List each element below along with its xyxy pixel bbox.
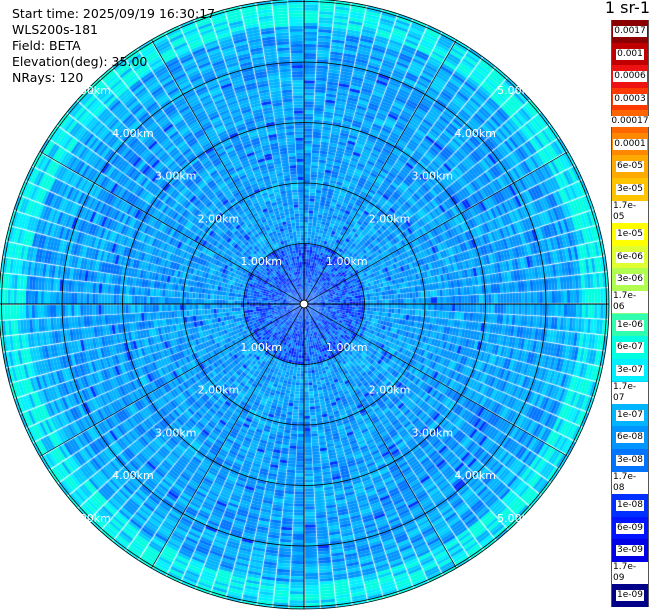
colorbar-tick-label: 1e-05	[616, 229, 644, 241]
colorbar-level-4: 0.00017	[610, 110, 650, 134]
colorbar-tick-label: 1e-06	[616, 319, 644, 331]
colorbar-level-1: 0.001	[611, 42, 649, 66]
colorbar-level-20: 1.7e-08	[611, 471, 649, 495]
colorbar-tick-label: 3e-06	[616, 274, 644, 286]
colorbar-level-12: 1.7e-06	[611, 290, 649, 314]
colorbar-level-9: 1e-05	[611, 223, 649, 247]
colorbar-level-0: 0.0017	[611, 20, 649, 44]
colorbar-tick-label: 0.001	[616, 48, 644, 60]
start-time-label: Start time: 2025/09/19 16:30:17	[12, 6, 216, 21]
colorbar-tick-label: 6e-09	[616, 522, 644, 534]
colorbar-level-15: 3e-07	[611, 358, 649, 382]
colorbar-tick-label: 6e-05	[616, 161, 644, 173]
colorbar-level-10: 6e-06	[611, 245, 649, 269]
colorbar-level-22: 6e-09	[611, 516, 649, 540]
colorbar-level-25: 1e-09	[611, 584, 649, 608]
colorbar-tick-label: 6e-07	[616, 342, 644, 354]
colorbar-tick-label: 3e-05	[616, 184, 644, 196]
colorbar-level-8: 1.7e-05	[611, 200, 649, 224]
colorbar-level-13: 1e-06	[611, 313, 649, 337]
colorbar-tick-label: 0.0006	[613, 71, 647, 83]
colorbar-units-title: m-1 sr-1	[606, 0, 650, 17]
colorbar-tick-label: 1e-07	[616, 409, 644, 421]
colorbar-level-11: 3e-06	[611, 268, 649, 292]
instrument-label: WLS200s-181	[12, 22, 98, 37]
colorbar-level-24: 1.7e-09	[611, 561, 649, 585]
nrays-label: NRays: 120	[12, 70, 84, 85]
colorbar-tick-label: 1.7e-06	[612, 291, 648, 314]
colorbar-tick-label: 1e-09	[616, 590, 644, 602]
colorbar-tick-label: 1.7e-07	[612, 381, 648, 404]
colorbar-level-16: 1.7e-07	[611, 381, 649, 405]
colorbar-level-17: 1e-07	[611, 403, 649, 427]
colorbar-tick-label: 0.00017	[610, 116, 650, 128]
colorbar-tick-label: 0.0001	[613, 138, 647, 150]
colorbar-tick-label: 6e-08	[616, 432, 644, 444]
colorbar-tick-label: 1e-08	[616, 500, 644, 512]
colorbar-level-3: 0.0003	[611, 87, 649, 111]
colorbar-tick-label: 6e-06	[616, 251, 644, 263]
colorbar-level-2: 0.0006	[611, 65, 649, 89]
colorbar-tick-label: 1.7e-09	[612, 562, 648, 585]
colorbar-level-6: 6e-05	[611, 155, 649, 179]
colorbar-level-21: 1e-08	[611, 494, 649, 518]
field-label: Field: BETA	[12, 38, 81, 53]
colorbar-level-7: 3e-05	[611, 178, 649, 202]
colorbar-tick-label: 3e-07	[616, 364, 644, 376]
elevation-label: Elevation(deg): 35.00	[12, 54, 148, 69]
colorbar-tick-label: 1.7e-05	[612, 201, 648, 224]
colorbar-level-18: 6e-08	[611, 426, 649, 450]
colorbar-level-5: 0.0001	[611, 132, 649, 156]
colorbar-level-23: 3e-09	[611, 539, 649, 563]
colorbar-level-14: 6e-07	[611, 336, 649, 360]
colorbar-tick-label: 0.0003	[613, 93, 647, 105]
colorbar-tick-label: 3e-09	[616, 545, 644, 557]
colorbar-tick-label: 3e-08	[616, 454, 644, 466]
colorbar-units-text: m-1 sr-1	[606, 0, 650, 17]
colorbar-level-19: 3e-08	[611, 448, 649, 473]
colorbar-tick-label: 1.7e-08	[612, 472, 648, 495]
colorbar: 0.0017 0.001 0.0006 0.0003 0.00017 0.0001 6e-0…	[610, 20, 650, 608]
scan-info-panel: Start time: 2025/09/19 16:30:17 WLS200s-…	[12, 6, 215, 86]
colorbar-tick-label: 0.0017	[613, 26, 647, 38]
